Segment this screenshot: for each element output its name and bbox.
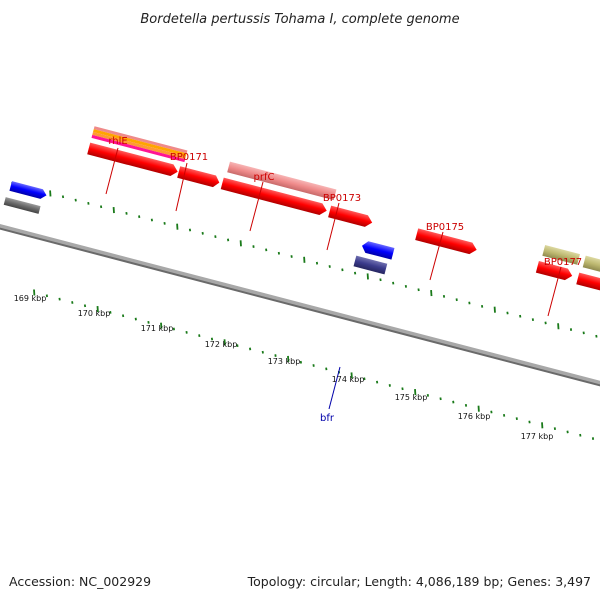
inner-tick-ring: [33, 289, 595, 440]
scale-label-169: 169 kbp: [14, 294, 47, 303]
genome-backbone-shade: [0, 227, 600, 387]
gene-prfC: [227, 161, 337, 201]
gene-blue-left: [9, 181, 47, 199]
accession-text: Accession: NC_002929: [9, 574, 151, 589]
scale-label-175: 175 kbp: [395, 393, 428, 402]
label-leaders: [105, 147, 562, 410]
scale-label-177: 177 kbp: [521, 432, 554, 441]
scale-labels: 169 kbp 170 kbp 171 kbp 172 kbp 173 kbp …: [14, 294, 554, 441]
scale-label-176: 176 kbp: [458, 412, 491, 421]
gene-red-arrow-2: [177, 166, 220, 188]
gene-rhlE-multicolor: [91, 126, 188, 163]
topology-summary: Topology: circular; Length: 4,086,189 bp…: [247, 574, 591, 589]
gene-BP0175: [415, 228, 477, 255]
gene-blue-reverse: [361, 241, 395, 260]
map-title: Bordetella pertussis Tohama I, complete …: [140, 12, 459, 27]
gene-red-arrow-6: [576, 272, 600, 298]
genome-backbone: [0, 224, 600, 386]
gene-khaki-2: [582, 255, 600, 280]
gene-khaki-1: [542, 245, 580, 265]
outer-tick-ring: [11, 182, 598, 338]
gene-red-arrow-5: [535, 260, 573, 281]
label-BP0173: BP0173: [323, 193, 361, 204]
gene-red-arrow-4: [328, 205, 373, 227]
gene-labels: rhlE BP0171 prfC BP0173 BP0175 BP0177 bf…: [108, 136, 582, 424]
scale-label-170: 170 kbp: [78, 309, 111, 318]
scale-label-173: 173 kbp: [268, 357, 301, 366]
label-prfC: prfC: [254, 172, 275, 183]
scale-label-172: 172 kbp: [205, 340, 238, 349]
gene-red-arrow-1: [87, 142, 178, 177]
scale-label-171: 171 kbp: [141, 324, 174, 333]
scale-label-174: 174 kbp: [332, 375, 365, 384]
label-BP0171: BP0171: [170, 152, 208, 163]
label-BP0177: BP0177: [544, 257, 582, 268]
gene-bfr: [353, 255, 388, 275]
label-bfr: bfr: [320, 413, 335, 424]
gene-red-arrow-3: [220, 177, 327, 215]
label-BP0175: BP0175: [426, 222, 464, 233]
gene-gray-left: [3, 197, 41, 214]
label-rhlE: rhlE: [108, 136, 127, 147]
